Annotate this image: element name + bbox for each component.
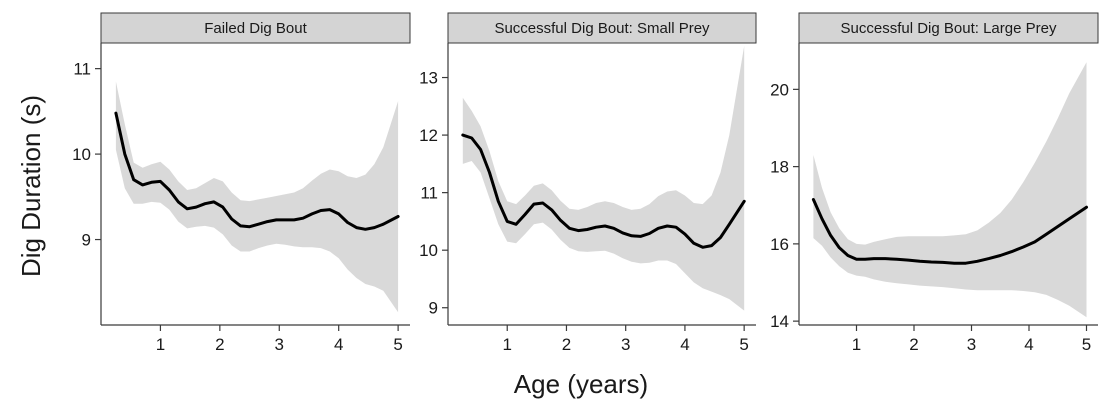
x-tick-label: 3 (275, 335, 284, 354)
confidence-band (115, 81, 399, 313)
x-tick-label: 3 (967, 335, 976, 354)
x-tick-label: 2 (562, 335, 571, 354)
x-tick-label: 4 (680, 335, 689, 354)
fit-line (114, 111, 400, 231)
panel-3: Successful Dig Bout: Large Prey 1 2 3 4 5 14 16… (770, 12, 1099, 354)
y-tick-label: 18 (770, 158, 789, 177)
panel-title: Successful Dig Bout: Large Prey (841, 20, 1057, 37)
y-tick-label: 10 (419, 241, 438, 260)
y-tick-label: 12 (419, 126, 438, 145)
y-tick-label: 11 (420, 184, 438, 203)
x-tick-label: 2 (215, 335, 224, 354)
panel-1: Failed Dig Bout 1 2 3 4 5 9 10 11 (72, 12, 411, 354)
x-tick-label: 5 (393, 335, 402, 354)
x-tick-label: 5 (739, 335, 748, 354)
y-axis-label: Dig Duration (s) (16, 95, 46, 277)
panel-title: Failed Dig Bout (204, 20, 307, 37)
panel-strip (798, 12, 1099, 44)
x-tick-label: 2 (909, 335, 918, 354)
y-tick-label: 20 (770, 80, 789, 99)
y-tick-label: 16 (770, 235, 789, 254)
y-tick-label: 9 (429, 299, 438, 318)
y-tick-label: 10 (72, 145, 91, 164)
x-tick-label: 1 (156, 335, 165, 354)
fit-line (811, 198, 1088, 265)
fit-line (461, 133, 746, 249)
y-tick-label: 13 (419, 69, 438, 88)
y-tick-label: 9 (82, 231, 91, 250)
x-tick-label: 3 (621, 335, 630, 354)
x-tick-label: 4 (1024, 335, 1033, 354)
panel-strip (447, 12, 757, 44)
panel-title: Successful Dig Bout: Small Prey (494, 20, 710, 37)
confidence-band (462, 45, 745, 311)
x-tick-label: 1 (502, 335, 511, 354)
x-tick-label: 5 (1082, 335, 1091, 354)
y-tick-label: 14 (770, 312, 789, 331)
x-tick-label: 4 (334, 335, 343, 354)
panel-strip (100, 12, 411, 44)
x-tick-label: 1 (852, 335, 861, 354)
y-tick-label: 11 (73, 60, 91, 79)
x-axis-label: Age (years) (514, 369, 648, 399)
confidence-band (813, 62, 1087, 318)
